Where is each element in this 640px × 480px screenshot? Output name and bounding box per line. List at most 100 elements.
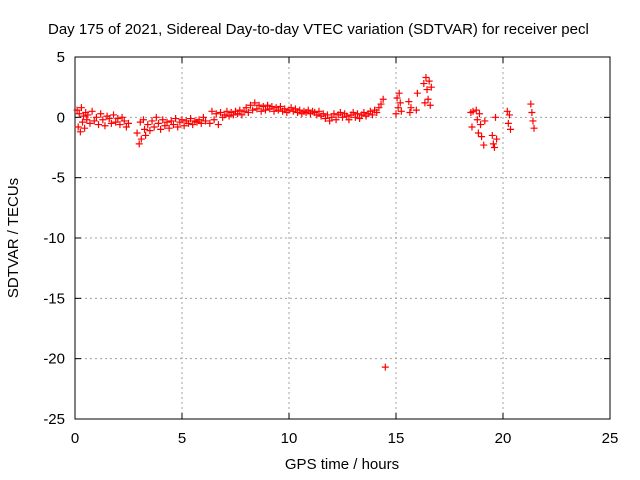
data-point bbox=[114, 115, 122, 123]
data-point bbox=[268, 102, 276, 110]
data-point bbox=[99, 116, 107, 124]
data-point bbox=[197, 119, 205, 127]
data-point bbox=[163, 118, 171, 126]
data-point bbox=[86, 119, 94, 127]
data-point bbox=[75, 110, 83, 118]
data-point bbox=[116, 121, 124, 129]
data-point bbox=[169, 121, 177, 129]
data-point bbox=[328, 113, 336, 121]
chart-title: Day 175 of 2021, Sidereal Day-to-day VTE… bbox=[48, 21, 589, 38]
data-point bbox=[76, 128, 84, 136]
data-point bbox=[351, 113, 359, 121]
data-point bbox=[83, 116, 91, 124]
data-point bbox=[154, 119, 162, 127]
y-tick-label: 5 bbox=[57, 49, 65, 66]
data-point bbox=[326, 117, 334, 125]
data-point bbox=[405, 98, 413, 106]
data-point bbox=[178, 116, 186, 124]
data-point bbox=[276, 102, 284, 110]
data-point bbox=[296, 106, 304, 114]
data-point bbox=[238, 111, 246, 119]
data-point bbox=[225, 112, 233, 120]
data-point bbox=[530, 124, 538, 132]
data-point bbox=[112, 118, 120, 126]
data-point bbox=[506, 125, 514, 133]
data-point bbox=[125, 119, 132, 127]
y-tick-label: -25 bbox=[43, 411, 65, 428]
data-point bbox=[368, 111, 376, 119]
data-point bbox=[246, 101, 254, 109]
x-tick-label: 15 bbox=[388, 430, 405, 447]
data-point bbox=[319, 110, 327, 118]
data-point bbox=[202, 117, 210, 125]
data-point bbox=[304, 106, 312, 114]
data-point bbox=[423, 86, 431, 94]
data-point bbox=[95, 121, 103, 129]
data-point bbox=[375, 104, 383, 112]
data-point bbox=[353, 110, 361, 118]
data-point bbox=[208, 107, 216, 115]
data-point bbox=[133, 129, 141, 137]
data-point bbox=[157, 125, 165, 133]
data-point bbox=[413, 89, 421, 97]
data-point bbox=[221, 111, 229, 119]
data-point bbox=[468, 123, 476, 131]
y-tick-label: -10 bbox=[43, 230, 65, 247]
data-point bbox=[84, 111, 92, 119]
data-point bbox=[259, 102, 267, 110]
data-point bbox=[490, 144, 498, 151]
data-point bbox=[472, 106, 480, 114]
x-tick-label: 25 bbox=[602, 430, 619, 447]
data-point bbox=[421, 99, 429, 107]
data-point bbox=[167, 117, 175, 125]
data-point bbox=[212, 110, 220, 118]
data-point bbox=[159, 116, 167, 124]
data-point bbox=[236, 106, 244, 114]
data-point bbox=[214, 121, 222, 129]
data-point bbox=[379, 95, 387, 103]
data-point bbox=[492, 113, 500, 121]
data-point bbox=[356, 115, 364, 123]
x-tick-label: 5 bbox=[178, 430, 186, 447]
x-axis-label: GPS time / hours bbox=[285, 456, 399, 473]
data-point bbox=[397, 107, 405, 115]
data-point bbox=[349, 109, 357, 117]
data-point bbox=[251, 99, 259, 107]
data-point bbox=[324, 111, 332, 119]
data-point bbox=[165, 124, 173, 132]
y-tick-label: -5 bbox=[52, 170, 65, 187]
data-point bbox=[110, 111, 118, 119]
data-point bbox=[488, 131, 496, 139]
data-points bbox=[73, 74, 538, 371]
data-point bbox=[253, 105, 261, 113]
y-tick-label: -15 bbox=[43, 290, 65, 307]
data-point bbox=[478, 133, 486, 141]
data-point bbox=[422, 74, 430, 82]
y-axis-label: SDTVAR / TECUs bbox=[5, 178, 22, 298]
data-point bbox=[505, 111, 513, 119]
x-tick-label: 20 bbox=[495, 430, 512, 447]
data-point bbox=[473, 116, 481, 124]
data-point bbox=[281, 105, 289, 113]
data-point bbox=[425, 77, 433, 85]
data-point bbox=[377, 100, 385, 108]
data-point bbox=[420, 80, 428, 88]
data-point bbox=[291, 105, 299, 113]
data-point bbox=[274, 106, 282, 114]
data-point bbox=[477, 121, 485, 129]
data-point bbox=[234, 110, 242, 118]
data-point bbox=[392, 110, 400, 118]
data-point bbox=[339, 113, 346, 121]
data-point bbox=[493, 135, 501, 143]
data-point bbox=[90, 117, 98, 125]
data-point bbox=[105, 115, 113, 123]
data-point bbox=[360, 109, 368, 117]
data-point bbox=[80, 112, 88, 120]
data-point bbox=[529, 117, 537, 125]
data-point bbox=[261, 106, 269, 114]
data-point bbox=[210, 116, 218, 124]
data-point bbox=[244, 109, 252, 117]
data-point bbox=[330, 110, 338, 118]
data-point bbox=[264, 101, 272, 109]
data-point bbox=[345, 116, 353, 124]
